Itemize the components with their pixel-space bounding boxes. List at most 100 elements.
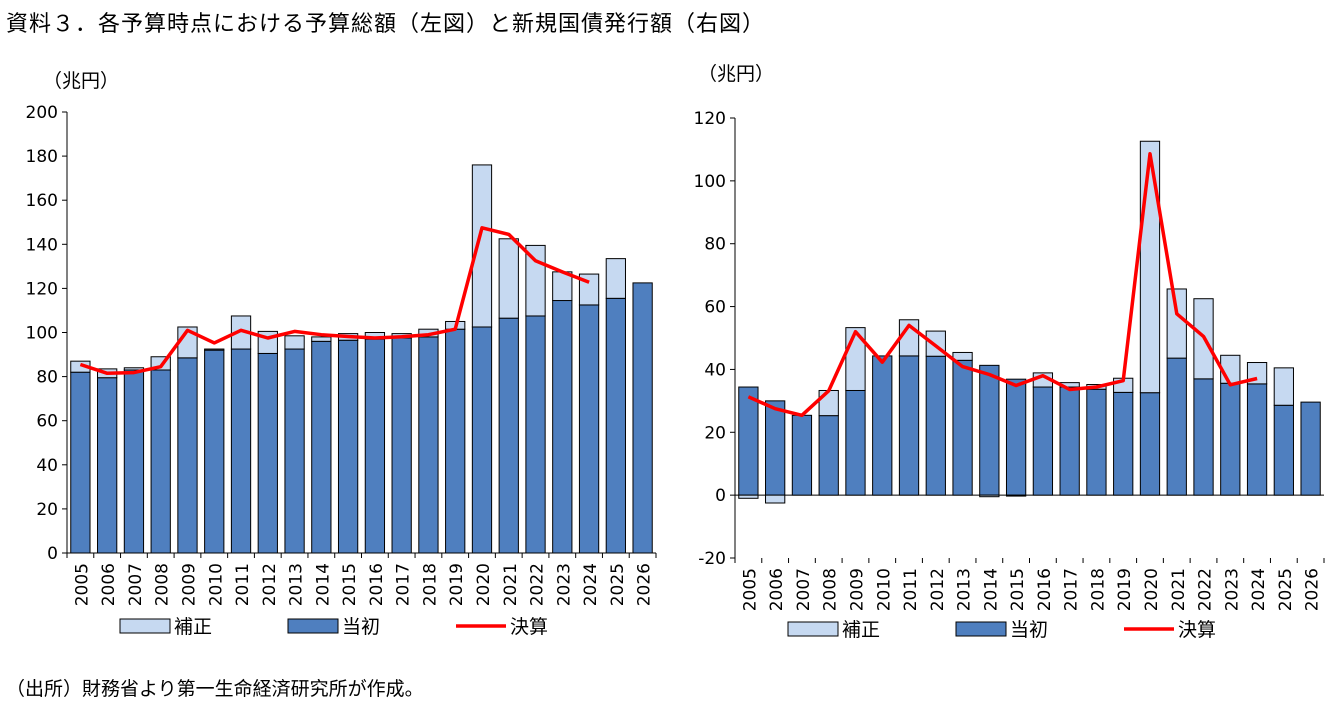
bar-initial-2022 (525, 315, 546, 554)
bar-initial-2011 (898, 355, 920, 496)
x-tick-label-2020: 2020 (474, 563, 494, 606)
y-tick-label: 80 (36, 368, 58, 388)
y-axis-unit-label: （兆円） (43, 70, 119, 92)
x-tick-label-2020: 2020 (1142, 568, 1162, 611)
legend-swatch-initial (287, 618, 339, 634)
bar-initial-2022 (1193, 378, 1214, 496)
x-tick-label-2026: 2026 (1303, 568, 1323, 611)
y-tick-label: 60 (704, 298, 726, 318)
bar-initial-2011 (230, 348, 252, 554)
legend-label-settlement: 決算 (1178, 619, 1216, 641)
x-tick-label-2011: 2011 (901, 568, 921, 611)
bar-initial-2009 (177, 357, 198, 554)
bar-initial-2026 (1300, 401, 1321, 496)
y-tick-label: 40 (704, 360, 726, 380)
y-tick-label: 180 (26, 147, 58, 167)
x-tick-label-2013: 2013 (287, 563, 307, 606)
x-tick-label-2009: 2009 (179, 563, 199, 606)
x-tick-label-2016: 2016 (1035, 568, 1055, 611)
chart-budget-total: （兆円） 0 20 40 60 80 100 120 140 160 180 200 2005 2006 2… (26, 70, 657, 638)
x-tick-label-2010: 2010 (206, 563, 226, 606)
y-tick-label: 40 (36, 456, 58, 476)
legend-swatch-initial (955, 621, 1007, 637)
x-tick-label-2018: 2018 (420, 563, 440, 606)
x-tick-label-2006: 2006 (767, 568, 787, 611)
bar-initial-2019 (445, 328, 466, 554)
bar-supplement-2013 (284, 335, 305, 350)
legend: 補正 当初 決算 (787, 619, 1216, 641)
x-tick-label-2008: 2008 (821, 568, 841, 611)
bar-initial-2012 (925, 355, 946, 496)
bar-initial-2005 (738, 386, 759, 496)
x-tick-label-2017: 2017 (394, 563, 414, 606)
bar-initial-2019 (1113, 391, 1134, 496)
x-tick-label-2005: 2005 (740, 568, 760, 611)
bar-initial-2015 (337, 339, 359, 554)
x-tick-label-2012: 2012 (928, 568, 948, 611)
bar-initial-2026 (632, 282, 653, 554)
bar-supplement-2020 (1139, 140, 1161, 394)
x-tick-label-2022: 2022 (528, 563, 548, 606)
x-tick-label-2021: 2021 (1169, 568, 1189, 611)
y-tick-label: 200 (26, 103, 58, 123)
x-tick-label-2024: 2024 (581, 563, 601, 606)
legend-label-settlement: 決算 (510, 616, 548, 638)
bar-initial-2015 (1005, 378, 1027, 496)
legend-label-supplement: 補正 (842, 619, 880, 641)
x-tick-label-2025: 2025 (1276, 568, 1296, 611)
page-title: 資料３．各予算時点における予算総額（左図）と新規国債発行額（右図） (6, 12, 766, 37)
x-tick-label-2007: 2007 (126, 563, 146, 606)
legend-label-supplement: 補正 (174, 616, 212, 638)
y-tick-label: 60 (36, 412, 58, 432)
x-tick-label-2014: 2014 (981, 568, 1001, 611)
x-tick-label-2015: 2015 (1008, 568, 1028, 611)
x-tick-label-2022: 2022 (1196, 568, 1216, 611)
bar-initial-2007 (791, 414, 813, 496)
y-tick-label: 100 (694, 172, 726, 192)
legend: 補正 当初 決算 (119, 616, 548, 638)
bar-supplement-2014 (979, 494, 1000, 498)
x-tick-label-2018: 2018 (1088, 568, 1108, 611)
y-tick-label: 0 (715, 486, 726, 506)
y-tick-label: 0 (47, 544, 58, 564)
bar-initial-2006 (765, 400, 786, 496)
bar-initial-2024 (1246, 383, 1268, 496)
bar-initial-2014 (979, 364, 1000, 496)
bar-initial-2023 (1220, 382, 1241, 496)
bar-initial-2025 (1273, 404, 1294, 496)
x-tick-label-2016: 2016 (367, 563, 387, 606)
bar-supplement-2021 (498, 238, 519, 319)
x-tick-label-2025: 2025 (608, 563, 628, 606)
bar-supplement-2025 (605, 258, 626, 299)
bar-initial-2007 (123, 369, 145, 554)
x-tick-label-2005: 2005 (72, 563, 92, 606)
x-tick-label-2008: 2008 (153, 563, 173, 606)
bar-initial-2017 (1059, 386, 1080, 496)
legend-swatch-supplement (787, 621, 839, 637)
bar-initial-2010 (872, 355, 893, 496)
bar-initial-2008 (150, 369, 171, 554)
bar-initial-2020 (471, 326, 493, 554)
bar-supplement-2010 (204, 348, 225, 351)
bar-supplement-2014 (311, 336, 332, 342)
x-tick-label-2013: 2013 (955, 568, 975, 611)
x-tick-label-2023: 2023 (1222, 568, 1242, 611)
x-tick-label-2006: 2006 (99, 563, 119, 606)
bar-supplement-2015 (1005, 494, 1027, 497)
y-tick-label: 100 (26, 324, 58, 344)
bar-supplement-2021 (1166, 288, 1187, 359)
x-tick-label-2021: 2021 (501, 563, 521, 606)
bar-initial-2008 (818, 415, 839, 496)
bar-initial-2010 (204, 349, 225, 554)
bar-initial-2013 (284, 348, 305, 554)
x-tick-label-2007: 2007 (794, 568, 814, 611)
bar-initial-2006 (97, 377, 118, 554)
bar-initial-2023 (552, 300, 573, 554)
y-tick-label: -20 (698, 549, 726, 569)
bar-initial-2021 (1166, 357, 1187, 496)
bar-initial-2013 (952, 359, 973, 496)
y-tick-label: 80 (704, 235, 726, 255)
x-tick-label-2026: 2026 (635, 563, 655, 606)
y-tick-label: 20 (704, 423, 726, 443)
